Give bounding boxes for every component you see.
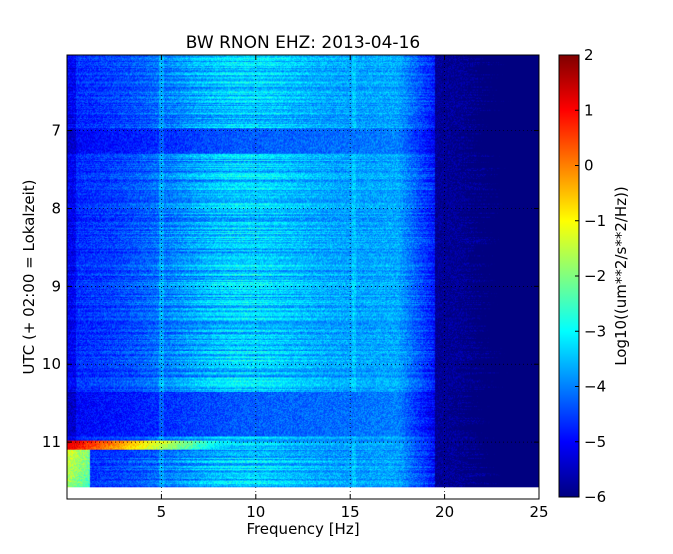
y-tick-label: 7	[51, 122, 61, 140]
colorbar-tick-label: 0	[584, 157, 594, 175]
y-tick-label: 11	[42, 433, 61, 451]
x-axis-label: Frequency [Hz]	[246, 520, 359, 538]
colorbar: 2 1 0 −1 −2 −3 −4 −5 −6 Log10((um**2/s**2/Hz))	[558, 46, 630, 506]
colorbar-label: Log10((um**2/s**2/Hz))	[612, 186, 630, 366]
y-axis: 7 8 9 10 11	[42, 122, 539, 451]
x-tick-label: 5	[157, 503, 167, 521]
x-tick-label: 10	[246, 503, 265, 521]
grid-lines	[67, 55, 539, 499]
x-tick-label: 25	[529, 503, 548, 521]
colorbar-tick-label: 2	[584, 46, 594, 64]
x-tick-label: 20	[435, 503, 454, 521]
colorbar-tick-label: −2	[584, 267, 606, 285]
x-tick-label: 15	[341, 503, 360, 521]
y-tick-label: 8	[51, 199, 61, 217]
chart-title: BW RNON EHZ: 2013-04-16	[186, 33, 420, 53]
colorbar-tick-label: −1	[584, 212, 606, 230]
colorbar-tick-label: −3	[584, 322, 606, 340]
colorbar-tick-label: −6	[584, 488, 606, 506]
y-tick-label: 9	[51, 277, 61, 295]
colorbar-ticks: 2 1 0 −1 −2 −3 −4 −5 −6	[575, 46, 606, 506]
plot-frame	[66, 54, 540, 500]
plot-area	[66, 54, 540, 500]
colorbar-tick-label: 1	[584, 101, 594, 119]
spectrogram-heatmap	[67, 55, 539, 488]
colorbar-tick-label: −4	[584, 378, 606, 396]
y-tick-label: 10	[42, 355, 61, 373]
colorbar-tick-label: −5	[584, 433, 606, 451]
x-axis: 5 10 15 20 25	[157, 55, 549, 521]
y-axis-label: UTC (+ 02:00 = Lokalzeit)	[20, 179, 38, 374]
